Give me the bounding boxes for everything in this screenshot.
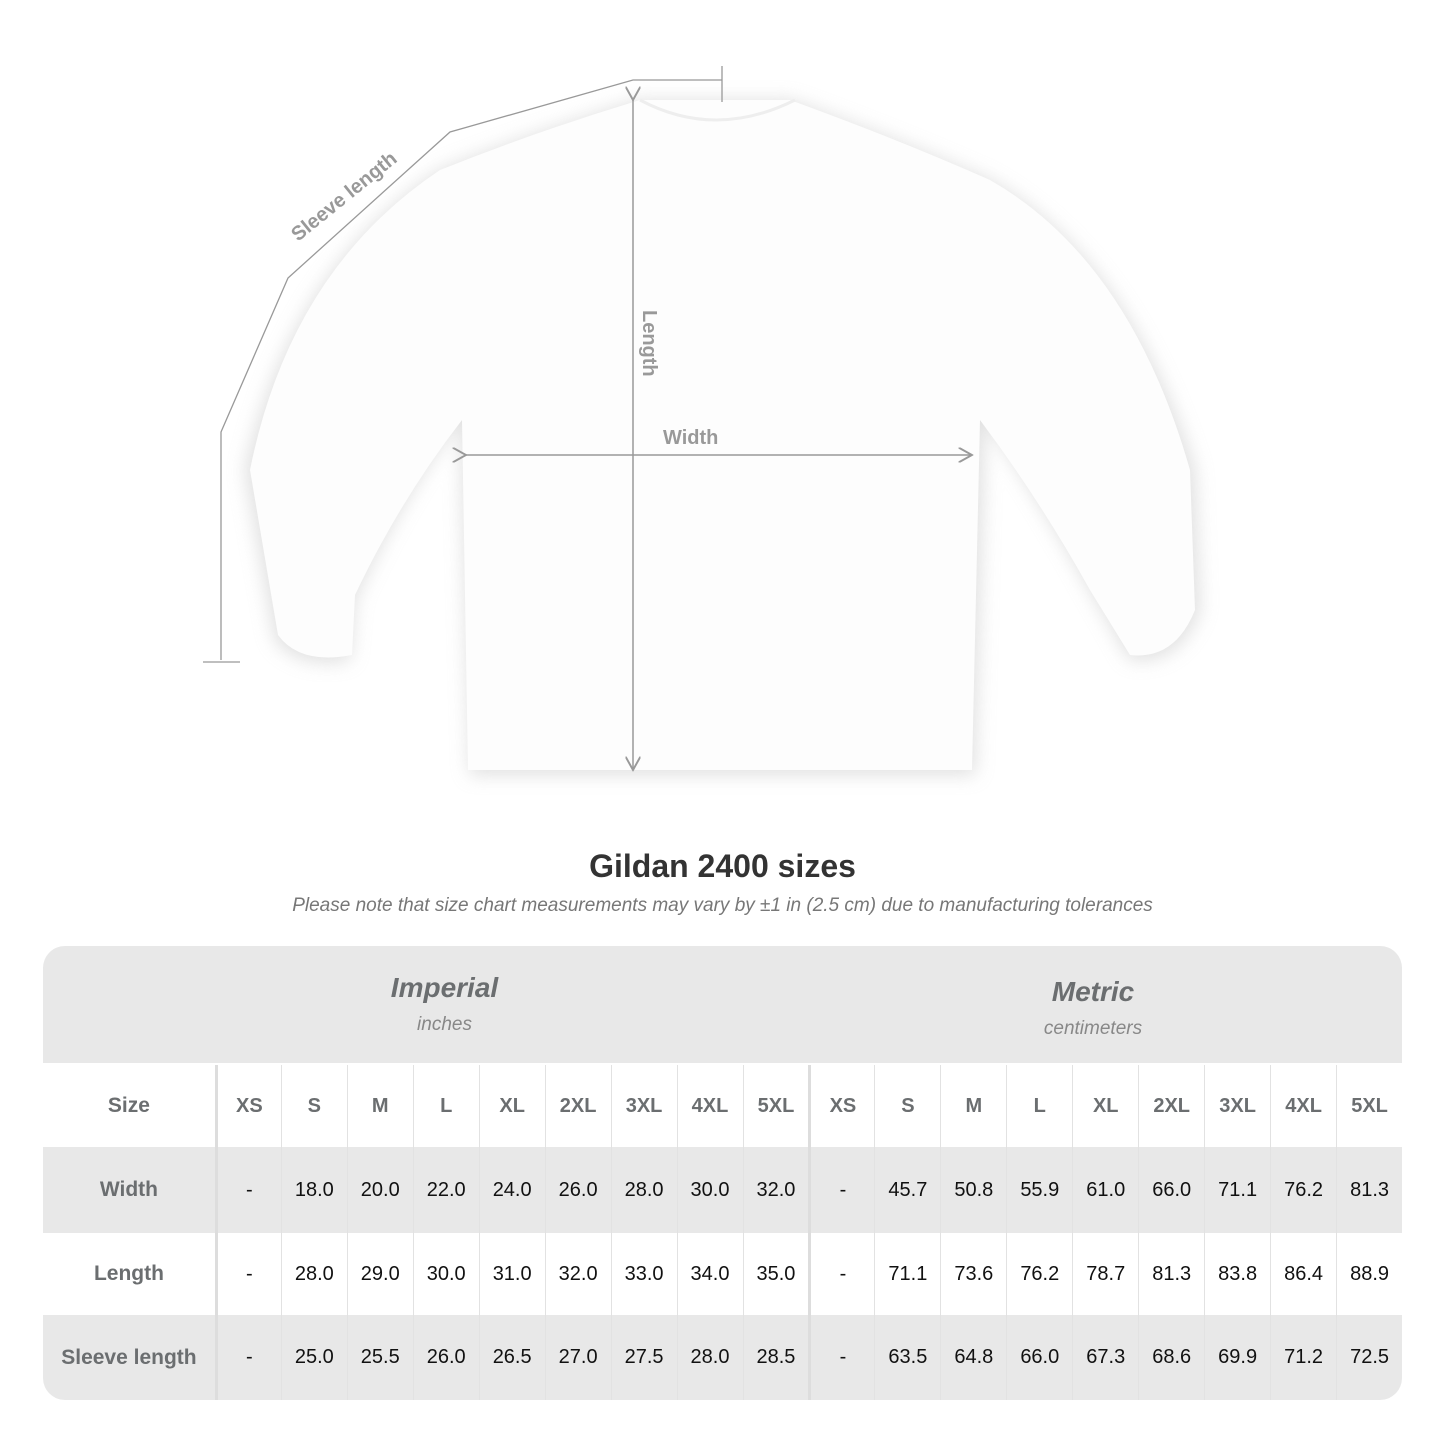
- table-cell: 30.0: [676, 1147, 743, 1233]
- table-cell: 68.6: [1138, 1315, 1204, 1400]
- imperial-header: Imperial inches: [215, 946, 674, 1063]
- table-row: Sleeve length -25.0 25.5 26.0 26.5 27.0 27.5 28…: [43, 1315, 1402, 1400]
- table-cell: 81.3: [1336, 1147, 1402, 1233]
- table-cell: 35.0: [742, 1233, 809, 1315]
- shirt-diagram: Sleeve length Length Width: [203, 66, 1200, 775]
- table-cell: 71.1: [874, 1233, 940, 1315]
- units-header: [43, 946, 1402, 1063]
- size-header-cell: S: [280, 1065, 347, 1147]
- table-cell: 55.9: [1006, 1147, 1072, 1233]
- shirt-body: [250, 100, 1195, 770]
- size-header-cell: 3XL: [610, 1065, 677, 1147]
- table-cell: 71.1: [1204, 1147, 1270, 1233]
- sleeve-measure-line: [220, 79, 722, 660]
- table-cell: 24.0: [478, 1147, 545, 1233]
- table-cell: 61.0: [1072, 1147, 1138, 1233]
- table-cell: 76.2: [1270, 1147, 1336, 1233]
- table-cell: 73.6: [940, 1233, 1006, 1315]
- table-cell: 50.8: [940, 1147, 1006, 1233]
- imperial-title: Imperial: [390, 972, 499, 1003]
- width-label: Width: [663, 427, 718, 449]
- table-cell: 32.0: [544, 1233, 611, 1315]
- size-header-cell: M: [346, 1065, 413, 1147]
- size-header-cell: XL: [1072, 1065, 1138, 1147]
- table-cell: -: [214, 1147, 281, 1233]
- row-label: Size: [107, 1094, 150, 1117]
- table-cell: 26.0: [412, 1315, 479, 1400]
- row-label: Sleeve length: [61, 1345, 197, 1369]
- table-cell: 83.8: [1204, 1233, 1270, 1315]
- metric-header: Metric centimeters: [809, 946, 1377, 1063]
- size-header-cell: XS: [214, 1065, 281, 1147]
- size-header-cell: 4XL: [1270, 1065, 1336, 1147]
- table-cell: 25.0: [280, 1315, 347, 1400]
- table-cell: 45.7: [874, 1147, 940, 1233]
- page-title: Gildan 2400 sizes: [589, 848, 856, 884]
- table-cell: 22.0: [412, 1147, 479, 1233]
- table-cell: 18.0: [280, 1147, 347, 1233]
- table-cell: 72.5: [1336, 1315, 1402, 1400]
- size-header-cell: M: [940, 1065, 1006, 1147]
- table-cell: 34.0: [676, 1233, 743, 1315]
- table-cell: 66.0: [1006, 1315, 1072, 1400]
- size-header-cell: XL: [478, 1065, 545, 1147]
- table-cell: 29.0: [346, 1233, 413, 1315]
- table-cell: 28.0: [676, 1315, 743, 1400]
- size-table: Imperial inches Metric centimeters Size X…: [43, 946, 1402, 1400]
- metric-title: Metric: [1051, 976, 1135, 1007]
- table-cell: 26.0: [544, 1147, 611, 1233]
- size-header-cell: L: [412, 1065, 479, 1147]
- table-cell: 28.0: [610, 1147, 677, 1233]
- table-cell: 71.2: [1270, 1315, 1336, 1400]
- size-header-cell: 4XL: [676, 1065, 743, 1147]
- table-cell: 28.5: [742, 1315, 809, 1400]
- table-cell: 27.5: [610, 1315, 677, 1400]
- table-cell: 31.0: [478, 1233, 545, 1315]
- table-cell: 28.0: [280, 1233, 347, 1315]
- row-label: Width: [99, 1178, 158, 1201]
- table-cell: 30.0: [412, 1233, 479, 1315]
- table-cell: 88.9: [1336, 1233, 1402, 1315]
- table-cell: 86.4: [1270, 1233, 1336, 1315]
- table-cell: 32.0: [742, 1147, 809, 1233]
- table-cell: -: [214, 1233, 281, 1315]
- table-cell: 26.5: [478, 1315, 545, 1400]
- size-header-cell: XS: [808, 1065, 874, 1147]
- table-cell: 66.0: [1138, 1147, 1204, 1233]
- size-header-cell: S: [874, 1065, 940, 1147]
- table-cell: -: [808, 1233, 874, 1315]
- size-header-cell: 2XL: [1138, 1065, 1204, 1147]
- table-cell: 33.0: [610, 1233, 677, 1315]
- table-cell: 69.9: [1204, 1315, 1270, 1400]
- table-cell: 27.0: [544, 1315, 611, 1400]
- table-cell: -: [808, 1147, 874, 1233]
- table-row: Width -18.0 20.0 22.0 24.0 26.0 28.0 30.0 32.0-4…: [43, 1147, 1402, 1233]
- table-cell: 67.3: [1072, 1315, 1138, 1400]
- table-cell: 78.7: [1072, 1233, 1138, 1315]
- table-cell: 25.5: [346, 1315, 413, 1400]
- tolerance-note: Please note that size chart measurements…: [292, 895, 1153, 916]
- size-header-cell: 5XL: [1336, 1065, 1402, 1147]
- table-cell: 81.3: [1138, 1233, 1204, 1315]
- imperial-unit: inches: [417, 1014, 472, 1035]
- metric-unit: centimeters: [1043, 1018, 1143, 1039]
- size-header-cell: L: [1006, 1065, 1072, 1147]
- table-cell: 76.2: [1006, 1233, 1072, 1315]
- length-label: Length: [638, 310, 660, 377]
- table-row: Length -28.0 29.0 30.0 31.0 32.0 33.0 34.0 35.0-…: [43, 1233, 1402, 1315]
- table-cell: -: [214, 1315, 281, 1400]
- table-cell: -: [808, 1315, 874, 1400]
- shirt-collar: [639, 98, 796, 122]
- table-cell: 63.5: [874, 1315, 940, 1400]
- row-label: Length: [93, 1262, 164, 1285]
- size-header-cell: 2XL: [544, 1065, 611, 1147]
- size-header-cell: 3XL: [1204, 1065, 1270, 1147]
- table-cell: 64.8: [940, 1315, 1006, 1400]
- size-header-row: Size XS S M L XL 2XL 3XL 4XL 5XL XS S M L XL 2XL 3XL 4XL 5…: [43, 1065, 1402, 1147]
- size-header-cell: 5XL: [742, 1065, 809, 1147]
- table-cell: 20.0: [346, 1147, 413, 1233]
